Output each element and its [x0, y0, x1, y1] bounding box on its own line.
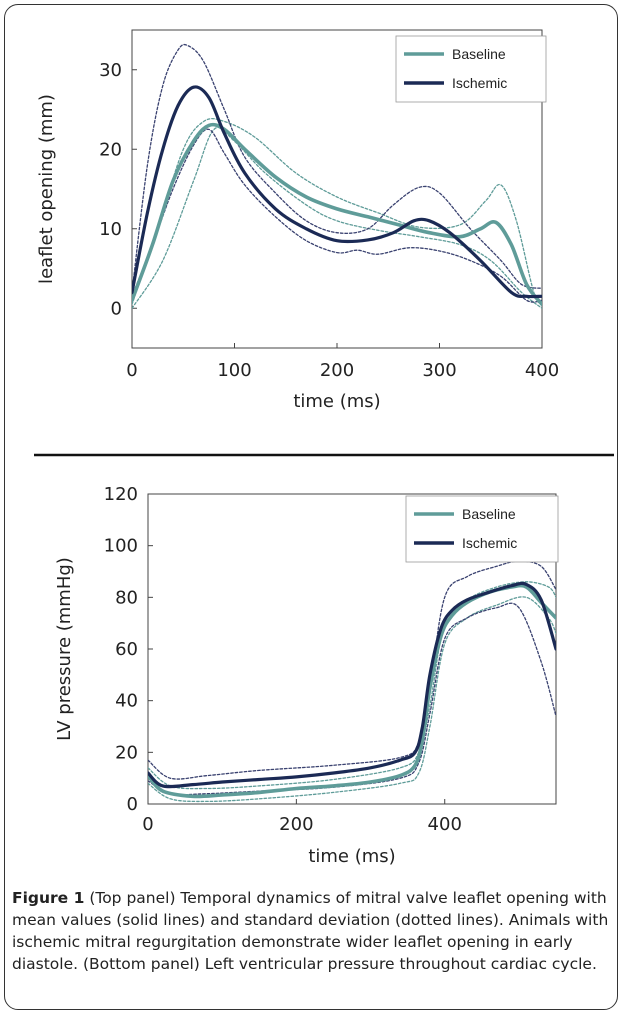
- legend-box: [395, 35, 547, 103]
- baseline-sd-line: [148, 596, 556, 803]
- legend-box: [405, 495, 559, 563]
- series-layer: [148, 560, 556, 803]
- baseline-mean-line: [132, 122, 542, 307]
- y-tick-label: 80: [115, 587, 138, 608]
- x-tick-label: 200: [279, 814, 313, 835]
- x-axis-label: time (ms): [293, 391, 380, 412]
- legend-label-ischemic: Ischemic: [452, 75, 507, 91]
- x-axis-label: time (ms): [308, 846, 395, 867]
- x-tick-label: 300: [422, 360, 456, 381]
- y-tick-label: 40: [115, 691, 138, 712]
- legend: Baseline Ischemic: [405, 495, 559, 563]
- y-axis-label: LV pressure (mmHg): [54, 557, 75, 741]
- y-tick-label: 0: [111, 298, 122, 319]
- y-tick-label: 60: [115, 639, 138, 660]
- x-tick-label: 400: [525, 360, 559, 381]
- x-tick-label: 400: [428, 814, 462, 835]
- y-tick-label: 20: [115, 742, 138, 763]
- y-tick-label: 20: [99, 139, 122, 160]
- legend-label-ischemic: Ischemic: [462, 535, 517, 551]
- y-tick-label: 100: [104, 536, 138, 557]
- x-tick-label: 0: [126, 360, 137, 381]
- caption-label: Figure 1: [12, 889, 85, 907]
- x-tick-label: 200: [320, 360, 354, 381]
- y-tick-label: 0: [127, 794, 138, 815]
- bottom-panel-chart: 0 200 400 0 20 40 60 80 100 120 time (ms) LV pressu…: [54, 484, 559, 867]
- legend-label-baseline: Baseline: [462, 506, 516, 522]
- ischemic-mean-line: [132, 85, 542, 299]
- baseline-sd-line: [132, 118, 542, 305]
- ischemic-sd-line: [148, 602, 556, 796]
- ischemic-sd-line: [148, 560, 556, 780]
- series-layer: [132, 43, 542, 309]
- y-tick-label: 30: [99, 60, 122, 81]
- baseline-sd-line: [148, 581, 556, 790]
- figure-caption: Figure 1 (Top panel) Temporal dynamics o…: [12, 887, 612, 975]
- top-panel-chart: 0 100 200 300 400 0 10 20 30 time (ms) leaflet ope…: [36, 29, 559, 412]
- y-tick-label: 10: [99, 219, 122, 240]
- x-tick-label: 100: [217, 360, 251, 381]
- ischemic-sd-line: [132, 128, 542, 303]
- legend-label-baseline: Baseline: [452, 46, 506, 62]
- x-tick-label: 0: [142, 814, 153, 835]
- caption-text: (Top panel) Temporal dynamics of mitral …: [12, 889, 609, 973]
- ischemic-sd-line: [132, 43, 542, 294]
- ischemic-mean-line: [148, 581, 556, 789]
- y-axis-label: leaflet opening (mm): [36, 94, 57, 284]
- legend: Baseline Ischemic: [395, 35, 547, 103]
- baseline-mean-line: [148, 583, 556, 799]
- figure-frame: [4, 4, 618, 1010]
- baseline-sd-line: [132, 126, 542, 309]
- y-tick-label: 120: [104, 484, 138, 505]
